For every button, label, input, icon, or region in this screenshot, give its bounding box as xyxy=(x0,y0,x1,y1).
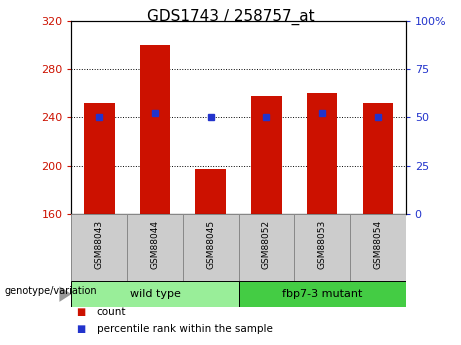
Text: wild type: wild type xyxy=(130,289,180,299)
Text: GSM88053: GSM88053 xyxy=(318,219,327,269)
Text: GSM88052: GSM88052 xyxy=(262,220,271,269)
Bar xyxy=(238,214,294,281)
Bar xyxy=(183,214,238,281)
Text: count: count xyxy=(97,307,126,317)
Text: percentile rank within the sample: percentile rank within the sample xyxy=(97,325,273,334)
Text: GSM88043: GSM88043 xyxy=(95,220,104,269)
Text: fbp7-3 mutant: fbp7-3 mutant xyxy=(282,289,362,299)
Text: genotype/variation: genotype/variation xyxy=(5,286,97,296)
Text: GSM88044: GSM88044 xyxy=(150,220,160,269)
Bar xyxy=(294,214,350,281)
Bar xyxy=(362,103,393,214)
Text: ■: ■ xyxy=(76,307,85,317)
Bar xyxy=(238,281,406,307)
Bar xyxy=(350,214,406,281)
Bar xyxy=(71,214,127,281)
Bar xyxy=(71,281,239,307)
Bar xyxy=(307,93,337,214)
Polygon shape xyxy=(59,286,71,302)
Text: GDS1743 / 258757_at: GDS1743 / 258757_at xyxy=(147,9,314,25)
Text: GSM88045: GSM88045 xyxy=(206,220,215,269)
Text: ■: ■ xyxy=(76,325,85,334)
Bar xyxy=(251,96,282,214)
Bar xyxy=(84,103,115,214)
Bar xyxy=(195,169,226,214)
Bar xyxy=(127,214,183,281)
Text: GSM88054: GSM88054 xyxy=(373,220,382,269)
Bar xyxy=(140,45,170,214)
